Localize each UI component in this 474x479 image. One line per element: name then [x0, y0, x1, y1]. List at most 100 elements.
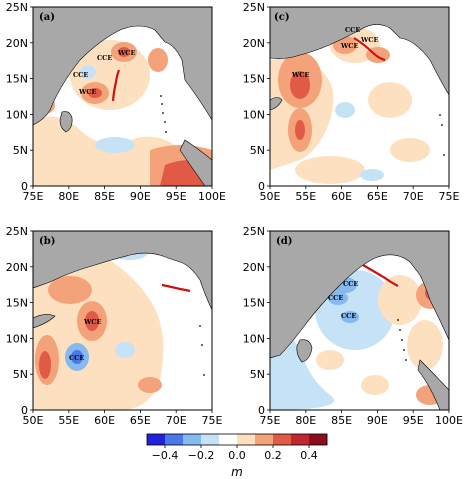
colorbar-segments — [147, 434, 328, 445]
colorbar-unit: m — [231, 465, 243, 479]
panel-d-land — [270, 231, 449, 410]
panel-c-anomaly-field — [270, 27, 430, 184]
panel-c-islands — [439, 114, 445, 156]
colorbar-segment — [201, 434, 220, 445]
panel-b-frame — [32, 230, 213, 411]
x-tick-label: 85E — [331, 414, 352, 427]
x-tick-label: 75E — [202, 414, 223, 427]
svg-text:CCE: CCE — [69, 354, 84, 362]
x-tick-label: 70E — [403, 190, 424, 203]
panel-d: (d) CCE CCE CCE 75E 80E 85E 90E 95E 100E 0 5N 1… — [243, 225, 463, 427]
y-tick-label: 15N — [6, 297, 28, 310]
panel-c-label: (c) — [274, 12, 290, 23]
panel-a-yticks: 0 5N 10N 15N 20N 25N — [6, 1, 33, 193]
panel-a-frame — [32, 6, 213, 187]
svg-text:WCE: WCE — [83, 318, 101, 326]
panel-d-eddy-labels: CCE CCE CCE — [328, 280, 358, 320]
panel-a-label: (a) — [39, 12, 55, 23]
colorbar-segment — [291, 434, 310, 445]
x-tick-label: 90E — [130, 190, 151, 203]
panel-c-eddy-labels: CCE WCE WCE WCE — [291, 26, 378, 79]
colorbar-tick-label: −0.4 — [152, 449, 179, 462]
panel-a-track — [111, 69, 121, 102]
colorbar-segment — [309, 434, 328, 445]
svg-text:WCE: WCE — [360, 36, 378, 44]
panel-d-islands — [397, 319, 407, 361]
x-tick-label: 60E — [331, 190, 352, 203]
panel-d-yticks: 0 5N 10N 15N 20N 25N — [243, 225, 270, 417]
svg-text:CCE: CCE — [97, 54, 112, 62]
svg-text:WCE: WCE — [78, 88, 96, 96]
panel-b-islands — [199, 325, 205, 376]
panel-b-yticks: 0 5N 10N 15N 20N 25N — [6, 225, 33, 417]
panel-b-xticks: 50E 55E 60E 65E 70E 75E — [23, 410, 223, 427]
x-tick-label: 85E — [94, 190, 115, 203]
panel-c-frame — [269, 6, 450, 187]
x-tick-label: 80E — [58, 190, 79, 203]
x-tick-label: 75E — [260, 414, 281, 427]
colorbar-tick-label: 0.0 — [228, 449, 246, 462]
y-tick-label: 25N — [243, 225, 265, 238]
y-tick-label: 10N — [243, 332, 265, 345]
y-tick-label: 5N — [13, 368, 28, 381]
x-tick-label: 55E — [295, 190, 316, 203]
x-tick-label: 75E — [439, 190, 460, 203]
y-tick-label: 5N — [250, 144, 265, 157]
x-tick-label: 95E — [166, 190, 187, 203]
svg-text:CCE: CCE — [341, 312, 356, 320]
svg-text:WCE: WCE — [117, 49, 135, 57]
y-tick-label: 15N — [243, 297, 265, 310]
panel-c-yticks: 0 5N 10N 15N 20N 25N — [243, 1, 270, 193]
x-tick-label: 55E — [58, 414, 79, 427]
y-tick-label: 10N — [6, 108, 28, 121]
colorbar-segment — [273, 434, 292, 445]
panel-d-frame — [269, 230, 450, 411]
y-tick-label: 0 — [258, 404, 265, 417]
colorbar-tick-label: 0.2 — [264, 449, 282, 462]
panel-a: (a) CCE CCE WCE WCE 75E 80E 85E 90E 95E 100E … — [6, 1, 226, 203]
colorbar-segment — [147, 434, 166, 445]
y-tick-label: 20N — [6, 261, 28, 274]
panel-a-land — [33, 7, 212, 186]
y-tick-label: 25N — [6, 225, 28, 238]
panel-b: (b) WCE CCE 50E 55E 60E 65E 70E 75E 0 5N 10N 15N… — [6, 225, 223, 427]
colorbar-ticks: −0.4 −0.2 0.0 0.2 0.4 — [152, 445, 318, 462]
panel-a-eddy-labels: CCE CCE WCE WCE — [73, 49, 135, 96]
svg-text:CCE: CCE — [345, 26, 360, 34]
colorbar-segment — [219, 434, 238, 445]
colorbar-tick-label: 0.4 — [300, 449, 318, 462]
y-tick-label: 25N — [243, 1, 265, 14]
y-tick-label: 5N — [250, 368, 265, 381]
panel-c: (c) CCE WCE WCE WCE 50E 55E 60E 65E 70E 75E 0… — [243, 1, 460, 203]
x-tick-label: 90E — [367, 414, 388, 427]
y-tick-label: 10N — [6, 332, 28, 345]
svg-text:WCE: WCE — [291, 71, 309, 79]
panel-b-track — [161, 283, 191, 293]
y-tick-label: 15N — [6, 73, 28, 86]
y-tick-label: 20N — [243, 261, 265, 274]
x-tick-label: 80E — [295, 414, 316, 427]
x-tick-label: 100E — [435, 414, 463, 427]
panel-a-xticks: 75E 80E 85E 90E 95E 100E — [23, 186, 226, 203]
y-tick-label: 10N — [243, 108, 265, 121]
x-tick-label: 65E — [367, 190, 388, 203]
panel-b-land — [33, 231, 212, 329]
svg-text:CCE: CCE — [73, 71, 88, 79]
x-tick-label: 65E — [130, 414, 151, 427]
colorbar-segment — [255, 434, 274, 445]
panel-a-islands — [160, 95, 167, 133]
y-tick-label: 5N — [13, 144, 28, 157]
y-tick-label: 20N — [243, 37, 265, 50]
colorbar-segment — [183, 434, 202, 445]
panel-d-track — [362, 264, 399, 287]
colorbar-segment — [165, 434, 184, 445]
panel-c-land — [270, 7, 449, 111]
x-tick-label: 100E — [198, 190, 226, 203]
x-tick-label: 60E — [94, 414, 115, 427]
x-tick-label: 95E — [403, 414, 424, 427]
y-tick-label: 15N — [243, 73, 265, 86]
panel-c-xticks: 50E 55E 60E 65E 70E 75E — [260, 186, 460, 203]
x-tick-label: 70E — [166, 414, 187, 427]
colorbar: −0.4 −0.2 0.0 0.2 0.4 m — [146, 433, 328, 479]
